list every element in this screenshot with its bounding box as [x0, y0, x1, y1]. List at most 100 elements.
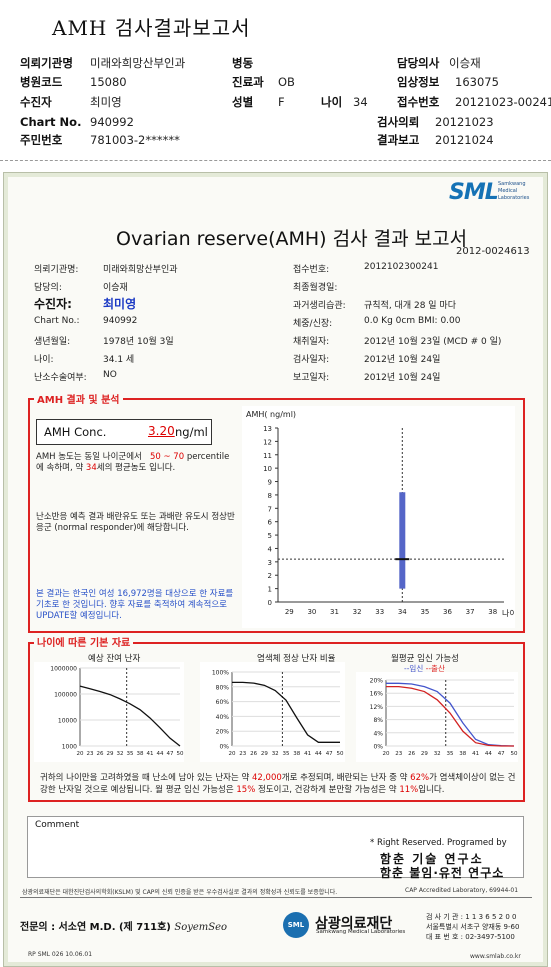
x-tick-label: 29: [261, 751, 268, 757]
amh-conc-unit: ng/ml: [175, 425, 208, 439]
certification-text: 삼광의료재단은 대한진단검사의학회(KSLM) 및 CAP의 신뢰 인증을 받은…: [22, 889, 338, 896]
label-chart-no: Chart No.: [20, 115, 82, 129]
y-tick-label: 0%: [373, 744, 383, 751]
x-tick-label: 33: [375, 608, 384, 616]
age-summary-text: 귀하의 나이만을 고려하였을 때 난소에 남아 있는 난자는 약 42,000개…: [40, 772, 518, 796]
field-value: 이승재: [103, 283, 128, 293]
header-row-4: Chart No. 940992 검사의뢰 20121023: [20, 114, 494, 130]
sml-logo: SML: [449, 180, 499, 205]
value-institution: 미래와희망산부인과: [90, 56, 186, 70]
amh-conc-label: AMH Conc.: [44, 425, 107, 439]
field-label: 보고일자:: [293, 373, 330, 383]
x-tick-label: 35: [420, 608, 429, 616]
field-label-patient: 수진자:: [34, 297, 72, 311]
header-title: AMH 검사결과보고서: [52, 16, 251, 40]
field-label: 검사일자:: [293, 355, 330, 365]
y-tick-label: 100%: [212, 670, 229, 677]
y-tick-label: 6: [268, 519, 273, 527]
label-department: 진료과: [232, 75, 264, 89]
value-department: OB: [278, 75, 295, 89]
text-run: 정도이고, 건강하게 분만할 가능성은 약: [257, 785, 397, 795]
x-tick-label: 31: [330, 608, 339, 616]
x-tick-label: 29: [107, 751, 114, 757]
field-value: 0.0 Kg 0cm BMI: 0.00: [364, 316, 461, 326]
field-value: 2012년 10월 23일 (MCD # 0 일): [364, 337, 502, 347]
x-tick-label: 38: [459, 751, 466, 757]
institute-name-1: 함춘 기술 연구소: [380, 852, 484, 866]
y-tick-label: 7: [268, 505, 272, 513]
comment-label: Comment: [35, 820, 80, 830]
x-tick-label: 29: [421, 751, 428, 757]
logo-sub-line: Laboratories: [498, 195, 530, 201]
x-tick-label: 35: [127, 751, 134, 757]
x-tick-label: 37: [466, 608, 475, 616]
contact-line: 대 표 번 호 : 02-3497-5100: [426, 933, 515, 941]
series-line: [232, 681, 340, 743]
label-hospital-code: 병원코드: [20, 75, 63, 89]
x-tick-label: 38: [137, 751, 144, 757]
field-label: 담당의:: [34, 283, 62, 293]
foundation-logo-icon: SML: [283, 912, 309, 938]
value-report-date: 20121024: [435, 133, 494, 147]
y-tick-label: 80%: [216, 684, 230, 691]
label-age: 나이: [321, 95, 343, 109]
chart-title-chromosome: 염색체 정상 난자 비율: [257, 654, 336, 664]
x-tick-label: 38: [488, 608, 497, 616]
amh-result-section: [28, 398, 525, 633]
field-value: 2012년 10월 24일: [364, 355, 441, 365]
series-line: [386, 685, 514, 747]
x-tick-label: 32: [434, 751, 441, 757]
y-axis-label: AMH( ng/ml): [246, 410, 296, 419]
field-label: 과거생리습관:: [293, 301, 346, 311]
y-tick-label: 0: [268, 599, 272, 607]
website-url: www.smlab.co.kr: [470, 953, 521, 960]
field-label: 의뢰기관명:: [34, 265, 79, 275]
x-tick-label: 34: [398, 608, 407, 616]
value-patient: 최미영: [90, 95, 122, 109]
percentile-range: 50 ~ 70: [149, 452, 185, 462]
y-tick-label: 11: [263, 452, 272, 460]
ovarian-response-text: 난소반응 예측 결과 배란유도 또는 과배란 유도시 정상반응군 (normal…: [36, 512, 235, 533]
chart-title-pregnancy: 월평균 임신 가능성: [391, 654, 459, 664]
x-tick-label: 47: [326, 751, 333, 757]
label-patient: 수진자: [20, 95, 52, 109]
age-section-caption: 나이에 따른 기본 자료: [34, 634, 134, 649]
x-tick-label: 35: [447, 751, 454, 757]
x-tick-label: 32: [272, 751, 279, 757]
doctor-signature-line: 전문의 : 서소연 M.D. (제 711호) SoyemSeo: [20, 918, 227, 933]
text-run: 입니다.: [418, 785, 445, 795]
rights-text: * Right Reserved. Programed by: [370, 838, 507, 848]
x-tick-label: 44: [485, 751, 492, 757]
value-request-date: 20121023: [435, 115, 494, 129]
header-row-5: 주민번호 781003-2****** 결과보고 20121024: [20, 132, 494, 148]
x-tick-label: 23: [87, 751, 94, 757]
comment-box: [27, 816, 524, 878]
x-tick-label: 20: [77, 751, 84, 757]
y-tick-label: 8%: [373, 717, 383, 724]
x-tick-label: 50: [337, 751, 344, 757]
y-tick-label: 40%: [216, 714, 230, 721]
pregnancy-rate: 15%: [236, 785, 256, 795]
series-line: [79, 685, 181, 747]
x-tick-label: 23: [239, 751, 246, 757]
amh-conc-value: 3.20: [148, 424, 175, 438]
text-run: 개로 추정되며, 배란되는 난자 중 약: [281, 773, 408, 783]
y-tick-label: 2: [268, 572, 272, 580]
data-source-note: 본 결과는 한국인 여성 16,972명을 대상으로 한 자료를 기초로 한 것…: [36, 589, 234, 621]
text-run: 가 염색체이상이 없는 건강한 난자일 것으로 예상됩니다. 월 평균 임신 가…: [40, 773, 516, 795]
x-tick-label: 50: [511, 751, 518, 757]
x-tick-label: 41: [304, 751, 311, 757]
form-code: RP SML 026 10.06.01: [28, 951, 93, 958]
y-tick-label: 12: [263, 438, 272, 446]
label-request-date: 검사의뢰: [377, 115, 420, 129]
field-value: 1978년 10월 3일: [103, 337, 174, 347]
text-run: percentile에 속하며, 약: [36, 452, 230, 473]
value-receipt-no: 20121023-00241: [455, 95, 551, 109]
label-clinical-info: 임상정보: [397, 75, 440, 89]
x-tick-label: 35: [283, 751, 290, 757]
emr-header: AMH 검사결과보고서 의뢰기관명 미래와희망산부인과 병동 담당의사 이승재 병원코드…: [0, 0, 551, 165]
text-run: 귀하의 나이만을 고려하였을 때 난소에 남아 있는 난자는 약: [40, 773, 250, 783]
remaining-oocytes: 42,000: [252, 773, 282, 783]
label-institution: 의뢰기관명: [20, 56, 73, 70]
x-tick-label: 44: [157, 751, 164, 757]
